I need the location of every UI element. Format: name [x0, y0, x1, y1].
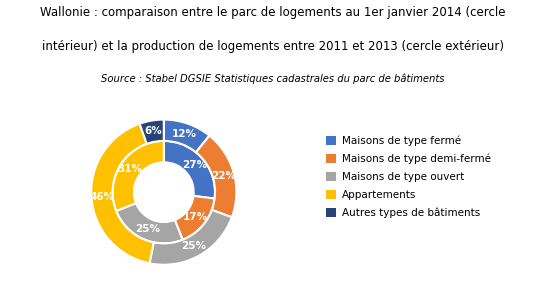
Text: 31%: 31%	[118, 164, 143, 174]
Text: Wallonie : comparaison entre le parc de logements au 1er janvier 2014 (cercle: Wallonie : comparaison entre le parc de …	[40, 6, 506, 19]
Wedge shape	[196, 136, 236, 217]
Wedge shape	[150, 210, 232, 265]
Wedge shape	[116, 203, 183, 243]
Wedge shape	[112, 141, 164, 211]
Wedge shape	[164, 120, 210, 152]
Wedge shape	[91, 124, 154, 263]
Legend: Maisons de type fermé, Maisons de type demi-fermé, Maisons de type ouvert, Appar: Maisons de type fermé, Maisons de type d…	[322, 131, 495, 222]
Text: 22%: 22%	[211, 171, 236, 181]
Text: intérieur) et la production de logements entre 2011 et 2013 (cercle extérieur): intérieur) et la production de logements…	[42, 40, 504, 53]
Wedge shape	[175, 196, 215, 240]
Text: 6%: 6%	[145, 126, 162, 136]
Wedge shape	[140, 120, 164, 144]
Text: 12%: 12%	[172, 129, 197, 139]
Text: 25%: 25%	[135, 224, 160, 234]
Text: 46%: 46%	[90, 192, 115, 202]
Text: 27%: 27%	[182, 160, 207, 170]
Text: Source : Stabel DGSIE Statistiques cadastrales du parc de bâtiments: Source : Stabel DGSIE Statistiques cadas…	[101, 73, 445, 84]
Text: 25%: 25%	[181, 241, 206, 251]
Text: 17%: 17%	[183, 212, 209, 222]
Wedge shape	[164, 141, 215, 199]
